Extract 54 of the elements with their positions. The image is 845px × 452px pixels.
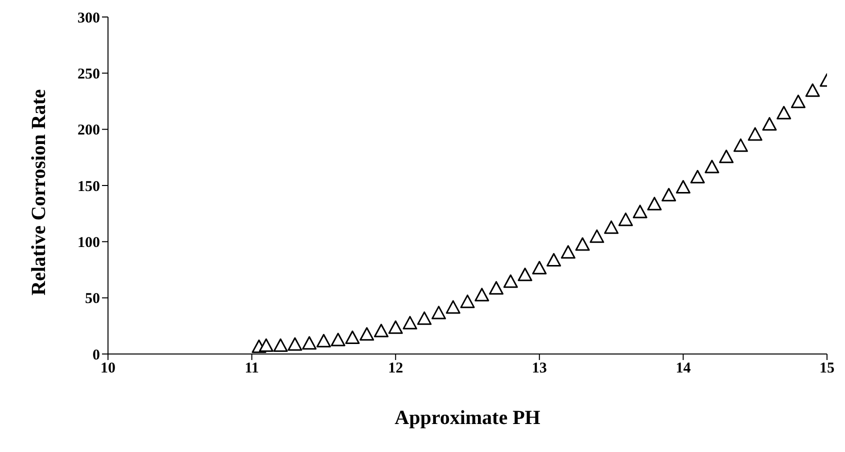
point bbox=[474, 288, 490, 302]
point bbox=[288, 337, 302, 351]
point bbox=[489, 281, 504, 295]
point bbox=[805, 83, 820, 97]
point bbox=[316, 334, 331, 348]
point bbox=[719, 150, 734, 164]
y-tick-label: 50 bbox=[85, 291, 100, 308]
x-tick-label: 14 bbox=[676, 360, 692, 377]
point bbox=[302, 336, 317, 350]
x-tick-label: 13 bbox=[532, 360, 547, 377]
point bbox=[690, 170, 705, 184]
y-tick-label: 150 bbox=[78, 178, 100, 195]
point bbox=[503, 274, 518, 288]
y-axis-title: Relative Corrosion Rate bbox=[28, 89, 50, 296]
x-tick-label: 15 bbox=[820, 360, 834, 377]
y-tick-label: 100 bbox=[78, 234, 100, 251]
point bbox=[417, 311, 432, 325]
y-tick-label: 200 bbox=[78, 122, 100, 139]
point bbox=[402, 316, 418, 330]
point bbox=[460, 294, 475, 308]
point bbox=[446, 300, 460, 314]
point bbox=[733, 138, 748, 152]
point bbox=[518, 268, 532, 282]
point bbox=[704, 160, 720, 174]
x-tick-label: 12 bbox=[388, 360, 404, 377]
point bbox=[546, 253, 562, 267]
point bbox=[762, 117, 777, 131]
point bbox=[258, 338, 274, 352]
point bbox=[618, 212, 633, 226]
y-tick-label: 300 bbox=[78, 10, 100, 26]
point bbox=[374, 324, 388, 338]
point bbox=[560, 245, 576, 259]
point bbox=[632, 204, 648, 218]
point bbox=[532, 260, 547, 274]
point bbox=[360, 327, 374, 341]
y-tick-label: 250 bbox=[78, 66, 100, 82]
point bbox=[647, 196, 662, 210]
point bbox=[590, 229, 604, 243]
point bbox=[575, 237, 590, 251]
point bbox=[431, 306, 446, 320]
point bbox=[273, 338, 288, 352]
point bbox=[345, 330, 360, 344]
x-axis-title: Approximate PH bbox=[394, 407, 541, 429]
point bbox=[388, 320, 403, 334]
point bbox=[330, 332, 346, 346]
point bbox=[662, 188, 676, 202]
x-tick-label: 11 bbox=[244, 360, 259, 377]
point bbox=[604, 220, 619, 234]
point bbox=[790, 94, 806, 108]
x-tick-label: 10 bbox=[100, 360, 116, 377]
point bbox=[676, 180, 690, 194]
point bbox=[748, 127, 762, 141]
y-tick-label: 0 bbox=[92, 347, 100, 364]
point bbox=[776, 106, 792, 120]
